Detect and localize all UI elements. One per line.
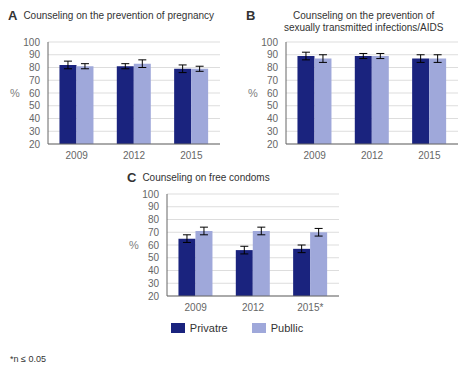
svg-text:50: 50 [29,100,41,111]
svg-text:60: 60 [148,240,160,251]
svg-text:2009: 2009 [185,302,208,313]
svg-text:100: 100 [261,37,278,48]
svg-text:2009: 2009 [304,150,327,161]
svg-text:60: 60 [29,88,41,99]
svg-text:2009: 2009 [66,150,89,161]
svg-text:20: 20 [29,139,41,150]
svg-text:90: 90 [29,49,41,60]
svg-text:70: 70 [29,75,41,86]
svg-text:80: 80 [267,62,279,73]
svg-text:80: 80 [148,214,160,225]
html-text:*n ≤ 0.05: *n ≤ 0.05 [10,354,46,364]
svg-text:50: 50 [148,252,160,263]
svg-text:70: 70 [267,75,279,86]
svg-text:20: 20 [148,291,160,302]
svg-text:30: 30 [267,126,279,137]
html-text:A Counseling on the prevention: A Counseling on the prevention of pregna… [8,8,215,23]
svg-text:2015: 2015 [180,150,203,161]
svg-text:%: % [10,87,20,99]
svg-text:2015: 2015 [418,150,441,161]
svg-text:80: 80 [29,62,41,73]
svg-text:2012: 2012 [123,150,146,161]
html-text:Publlic: Publlic [270,322,304,334]
svg-text:60: 60 [267,88,279,99]
svg-text:90: 90 [148,201,160,212]
svg-text:20: 20 [267,139,279,150]
svg-text:40: 40 [29,113,41,124]
svg-text:30: 30 [29,126,41,137]
svg-text:2015*: 2015* [297,302,323,313]
html-text:C Counseling on free condoms: C Counseling on free condoms [127,170,270,185]
html-text:Privatre: Privatre [189,322,228,334]
svg-text:%: % [248,87,258,99]
svg-text:2012: 2012 [242,302,265,313]
svg-text:%: % [129,239,139,251]
svg-text:40: 40 [267,113,279,124]
svg-text:2012: 2012 [361,150,384,161]
svg-text:70: 70 [148,227,160,238]
html-text:B: B [246,8,256,23]
svg-text:100: 100 [23,37,40,48]
svg-text:50: 50 [267,100,279,111]
svg-text:90: 90 [267,49,279,60]
svg-text:30: 30 [148,278,160,289]
svg-text:40: 40 [148,265,160,276]
html-text:Counseling on the prevention o: Counseling on the prevention of sexually… [283,10,444,33]
svg-text:100: 100 [142,189,159,200]
